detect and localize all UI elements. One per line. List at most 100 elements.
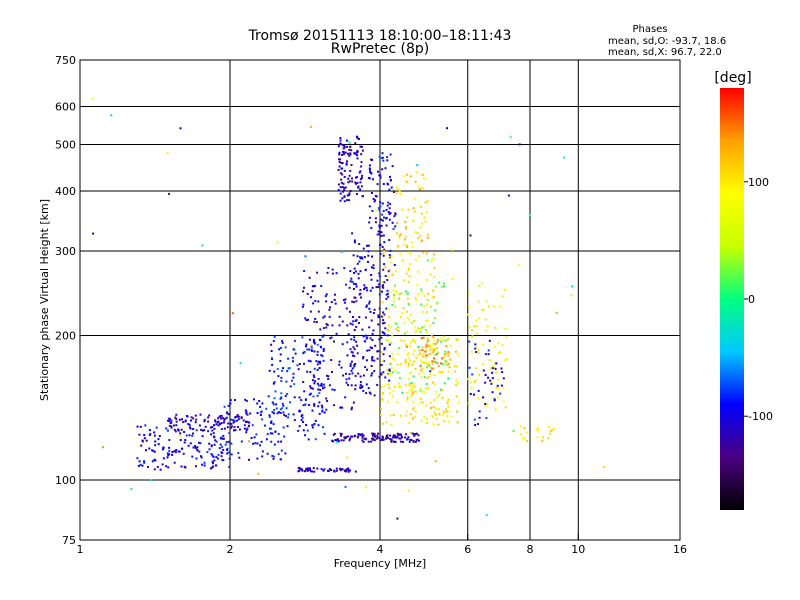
echo-point: [277, 433, 280, 435]
echo-point: [407, 365, 410, 368]
echo-point: [349, 362, 352, 365]
echo-point: [201, 463, 203, 466]
echo-point: [312, 341, 315, 344]
echo-point: [427, 292, 430, 295]
echo-point: [412, 391, 415, 393]
echo-point: [390, 179, 392, 182]
echo-point: [377, 323, 380, 326]
echo-point: [372, 198, 375, 200]
echo-point: [335, 467, 338, 470]
echo-point: [368, 302, 371, 305]
echo-point: [408, 267, 410, 270]
echo-point: [339, 186, 342, 189]
echo-point: [351, 406, 353, 409]
echo-point: [455, 384, 458, 387]
echo-point: [415, 170, 418, 173]
echo-point: [438, 413, 441, 416]
echo-point: [485, 329, 488, 332]
echo-point: [345, 381, 348, 384]
echo-point: [426, 200, 429, 203]
echo-point: [272, 403, 275, 406]
echo-point: [309, 310, 312, 313]
echo-point: [383, 241, 386, 244]
echo-point: [425, 252, 428, 255]
echo-point: [383, 321, 386, 324]
echo-point: [371, 372, 374, 375]
echo-point: [379, 176, 382, 179]
echo-point: [279, 397, 282, 400]
echo-point: [406, 398, 408, 401]
echo-point: [421, 402, 424, 405]
echo-point: [369, 216, 371, 219]
echo-point: [406, 292, 409, 295]
echo-point: [427, 387, 430, 389]
echo-point: [380, 413, 382, 416]
echo-point: [162, 457, 165, 460]
echo-point: [488, 359, 491, 362]
echo-point: [175, 413, 178, 416]
echo-point: [478, 416, 481, 419]
echo-point: [414, 367, 417, 370]
echo-point: [381, 399, 384, 402]
echo-point: [493, 366, 496, 369]
echo-point: [380, 438, 382, 441]
echo-point: [493, 305, 496, 308]
echo-point: [447, 338, 450, 341]
echo-point: [313, 422, 316, 425]
echo-point: [432, 423, 435, 426]
echo-point: [481, 282, 484, 285]
echo-point: [387, 292, 389, 295]
echo-point: [330, 359, 333, 361]
echo-point: [386, 434, 389, 437]
echo-point: [422, 370, 425, 373]
echo-point: [371, 356, 374, 358]
echo-point: [307, 359, 310, 362]
echo-point: [359, 375, 362, 378]
echo-point: [555, 311, 558, 314]
echo-point: [413, 433, 416, 436]
echo-point: [233, 399, 236, 401]
echo-point: [474, 424, 477, 426]
echo-point: [323, 411, 326, 414]
echo-point: [388, 343, 391, 346]
echo-point: [396, 435, 399, 438]
echo-point: [199, 442, 202, 445]
echo-point: [316, 271, 319, 274]
echo-point: [272, 340, 275, 343]
echo-point: [492, 396, 495, 399]
echo-point: [469, 393, 472, 395]
echo-point: [369, 289, 372, 292]
echo-point: [343, 144, 346, 147]
echo-point: [392, 294, 395, 297]
echo-point: [349, 437, 352, 440]
echo-point: [414, 299, 417, 302]
echo-point: [187, 444, 190, 447]
echo-point: [491, 367, 494, 370]
echo-point: [378, 338, 381, 341]
echo-point: [313, 403, 316, 406]
echo-point: [383, 263, 386, 266]
echo-point: [378, 233, 381, 236]
echo-point: [175, 424, 178, 427]
echo-point: [388, 254, 391, 257]
echo-point: [344, 298, 347, 301]
echo-point: [402, 243, 405, 246]
echo-point: [166, 452, 169, 455]
echo-point: [287, 416, 290, 419]
echo-point: [309, 125, 312, 128]
echo-point: [360, 176, 363, 179]
echo-point: [250, 437, 253, 439]
echo-point: [159, 468, 162, 471]
echo-point: [321, 355, 324, 357]
echo-point: [328, 315, 331, 318]
echo-point: [347, 177, 350, 180]
echo-point: [395, 192, 398, 195]
echo-point: [421, 401, 424, 404]
echo-point: [426, 236, 429, 239]
echo-point: [414, 231, 417, 234]
echo-point: [279, 353, 282, 356]
echo-point: [222, 417, 225, 420]
echo-point: [426, 418, 429, 421]
echo-point: [469, 381, 472, 384]
echo-point: [405, 310, 408, 313]
